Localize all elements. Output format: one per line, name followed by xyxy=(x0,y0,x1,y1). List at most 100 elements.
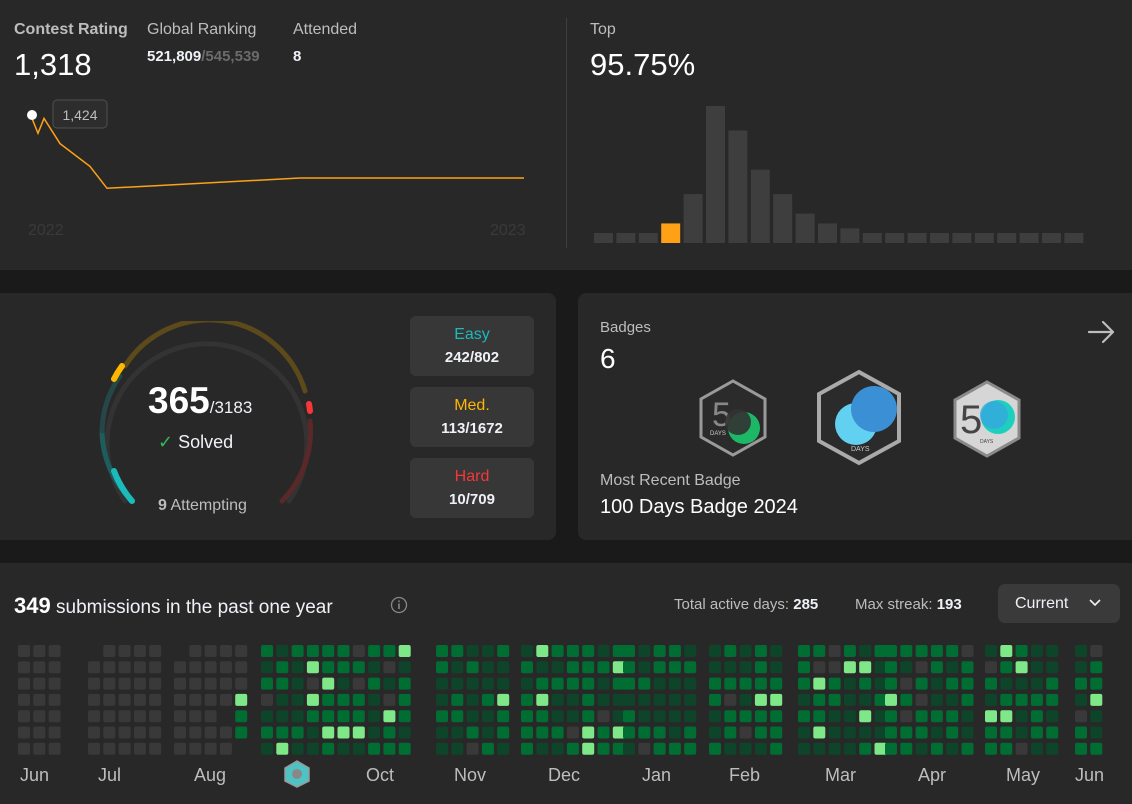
day-cell[interactable] xyxy=(551,710,564,723)
distribution-bar[interactable] xyxy=(885,233,905,243)
day-cell[interactable] xyxy=(653,645,666,657)
day-cell[interactable] xyxy=(874,677,887,690)
day-cell[interactable] xyxy=(235,645,248,657)
day-cell[interactable] xyxy=(133,710,146,723)
year-select-dropdown[interactable]: Current xyxy=(998,584,1120,623)
day-cell[interactable] xyxy=(118,645,131,657)
day-cell[interactable] xyxy=(961,693,974,706)
day-cell[interactable] xyxy=(813,710,826,723)
day-cell[interactable] xyxy=(1000,693,1013,706)
distribution-bar[interactable] xyxy=(750,169,770,243)
day-cell[interactable] xyxy=(466,726,479,739)
day-cell[interactable] xyxy=(451,677,464,690)
day-cell[interactable] xyxy=(915,645,928,657)
day-cell[interactable] xyxy=(368,661,381,674)
day-cell[interactable] xyxy=(798,710,810,723)
day-cell[interactable] xyxy=(103,710,116,723)
day-cell[interactable] xyxy=(436,742,448,755)
day-cell[interactable] xyxy=(985,710,997,723)
day-cell[interactable] xyxy=(291,693,304,706)
day-cell[interactable] xyxy=(291,661,304,674)
day-cell[interactable] xyxy=(900,677,913,690)
day-cell[interactable] xyxy=(497,661,510,674)
day-cell[interactable] xyxy=(337,710,350,723)
day-cell[interactable] xyxy=(481,677,494,690)
day-cell[interactable] xyxy=(653,726,666,739)
day-cell[interactable] xyxy=(149,710,162,723)
day-cell[interactable] xyxy=(612,677,625,690)
day-cell[interactable] xyxy=(946,677,959,690)
day-cell[interactable] xyxy=(322,693,335,706)
day-cell[interactable] xyxy=(88,710,100,723)
day-cell[interactable] xyxy=(915,693,928,706)
day-cell[interactable] xyxy=(684,645,697,657)
day-cell[interactable] xyxy=(383,742,396,755)
day-cell[interactable] xyxy=(1090,645,1103,657)
day-cell[interactable] xyxy=(597,645,610,657)
day-cell[interactable] xyxy=(885,742,897,755)
day-cell[interactable] xyxy=(276,677,289,690)
day-cell[interactable] xyxy=(709,693,721,706)
day-cell[interactable] xyxy=(566,645,579,657)
day-cell[interactable] xyxy=(204,710,217,723)
day-cell[interactable] xyxy=(612,742,625,755)
day-cell[interactable] xyxy=(261,693,273,706)
day-cell[interactable] xyxy=(306,693,319,706)
distribution-bar[interactable] xyxy=(616,233,636,243)
day-cell[interactable] xyxy=(739,645,752,657)
distribution-bar[interactable] xyxy=(1042,233,1061,243)
day-cell[interactable] xyxy=(582,693,595,706)
day-cell[interactable] xyxy=(337,742,350,755)
day-cell[interactable] xyxy=(551,677,564,690)
day-cell[interactable] xyxy=(915,726,928,739)
day-cell[interactable] xyxy=(1015,645,1028,657)
day-cell[interactable] xyxy=(33,661,46,674)
day-cell[interactable] xyxy=(133,677,146,690)
day-cell[interactable] xyxy=(754,742,767,755)
day-cell[interactable] xyxy=(451,661,464,674)
day-cell[interactable] xyxy=(885,661,897,674)
day-cell[interactable] xyxy=(709,710,721,723)
day-cell[interactable] xyxy=(189,677,202,690)
day-cell[interactable] xyxy=(1046,645,1059,657)
distribution-bar[interactable] xyxy=(594,233,613,243)
day-cell[interactable] xyxy=(398,742,411,755)
day-cell[interactable] xyxy=(798,693,810,706)
day-cell[interactable] xyxy=(174,661,186,674)
day-cell[interactable] xyxy=(189,645,202,657)
day-cell[interactable] xyxy=(481,710,494,723)
day-cell[interactable] xyxy=(828,710,841,723)
day-cell[interactable] xyxy=(843,645,856,657)
day-cell[interactable] xyxy=(235,726,248,739)
day-cell[interactable] xyxy=(103,693,116,706)
day-cell[interactable] xyxy=(900,742,913,755)
day-cell[interactable] xyxy=(638,710,651,723)
distribution-bar[interactable] xyxy=(728,130,748,243)
day-cell[interactable] xyxy=(398,661,411,674)
day-cell[interactable] xyxy=(915,742,928,755)
hard-box[interactable]: Hard 10/709 xyxy=(410,458,534,518)
day-cell[interactable] xyxy=(985,677,997,690)
day-cell[interactable] xyxy=(874,726,887,739)
day-cell[interactable] xyxy=(33,645,46,657)
day-cell[interactable] xyxy=(668,710,681,723)
day-cell[interactable] xyxy=(1046,693,1059,706)
day-cell[interactable] xyxy=(352,710,365,723)
day-cell[interactable] xyxy=(337,677,350,690)
day-cell[interactable] xyxy=(668,726,681,739)
day-cell[interactable] xyxy=(828,742,841,755)
day-cell[interactable] xyxy=(684,710,697,723)
day-cell[interactable] xyxy=(813,661,826,674)
day-cell[interactable] xyxy=(1030,710,1043,723)
day-cell[interactable] xyxy=(48,693,61,706)
day-cell[interactable] xyxy=(623,645,635,657)
day-cell[interactable] xyxy=(436,677,448,690)
day-cell[interactable] xyxy=(118,742,131,755)
day-cell[interactable] xyxy=(48,661,61,674)
day-cell[interactable] xyxy=(398,677,411,690)
day-cell[interactable] xyxy=(291,742,304,755)
day-cell[interactable] xyxy=(582,645,595,657)
day-cell[interactable] xyxy=(88,742,100,755)
day-cell[interactable] xyxy=(754,693,767,706)
day-cell[interactable] xyxy=(566,693,579,706)
